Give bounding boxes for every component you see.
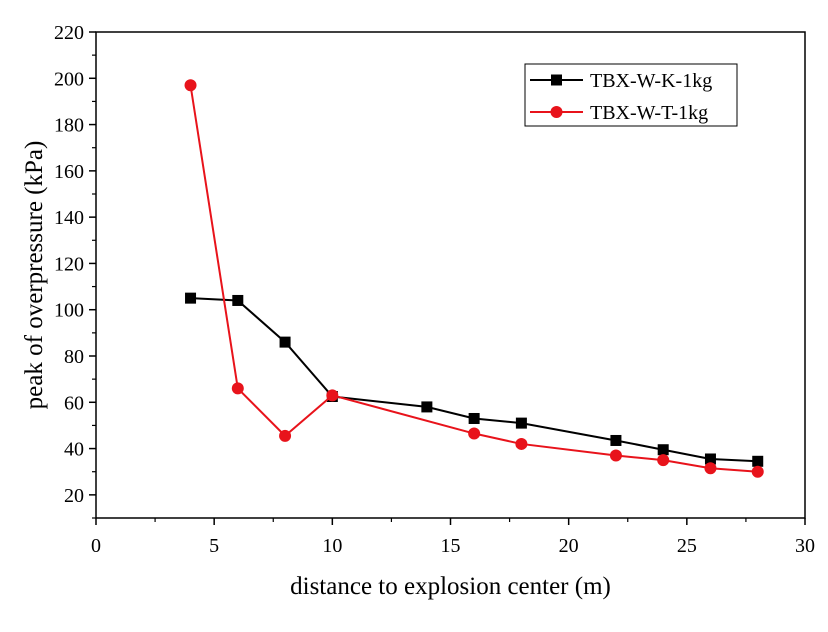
y-tick-label: 220 [54,22,84,44]
data-point-square [232,294,244,306]
data-point-circle [751,465,764,478]
x-tick-label: 20 [559,535,579,557]
x-tick-label: 30 [795,535,815,557]
data-point-circle [704,462,717,475]
series-layer [184,79,764,478]
data-point-square [752,455,764,467]
x-tick-label: 10 [322,535,342,557]
legend-marker-circle [550,106,563,118]
y-tick-label: 20 [64,485,84,507]
legend-entry-1: TBX-W-K-1kg [530,70,712,92]
y-tick-label: 200 [54,68,84,90]
x-tick-label: 25 [677,535,697,557]
data-point-circle [279,429,292,442]
y-tick-label: 100 [54,300,84,322]
plot-area-frame [95,31,806,519]
data-point-circle [468,427,481,440]
data-point-circle [231,382,244,395]
y-tick-label: 40 [64,439,84,461]
data-point-circle [609,449,622,462]
legend-marker-square [551,74,562,86]
data-point-circle [326,389,339,402]
data-point-square [704,453,716,465]
series-2 [184,79,764,478]
data-point-circle [657,454,670,467]
legend: TBX-W-K-1kg TBX-W-T-1kg [524,63,738,127]
series-1 [185,292,764,467]
y-tick-label: 160 [54,161,84,183]
y-tick-label: 120 [54,253,84,275]
x-tick-label: 0 [91,535,101,557]
data-point-square [515,417,527,429]
axis-ticks: 0 5 10 15 20 25 30 20 40 60 80 100 120 140 160 180 200 22… [54,22,815,557]
data-point-circle [515,437,528,450]
data-point-square [279,336,291,348]
y-axis-title: peak of overpressure (kPa) [21,141,48,410]
y-tick-label: 140 [54,207,84,229]
data-point-square [468,412,480,424]
y-tick-label: 80 [64,346,84,368]
data-point-square [657,444,669,456]
data-point-square [421,401,433,413]
legend-entry-2: TBX-W-T-1kg [530,102,708,124]
x-tick-label: 5 [209,535,219,557]
data-point-square [610,434,622,446]
series-line [189,85,758,473]
y-tick-label: 180 [54,115,84,137]
x-tick-label: 15 [441,535,461,557]
legend-label-2: TBX-W-T-1kg [590,102,708,124]
data-point-square [185,292,197,304]
legend-label-1: TBX-W-K-1kg [590,70,712,92]
x-axis-title: distance to explosion center (m) [290,573,611,600]
y-tick-label: 60 [64,392,84,414]
data-point-circle [184,79,197,92]
